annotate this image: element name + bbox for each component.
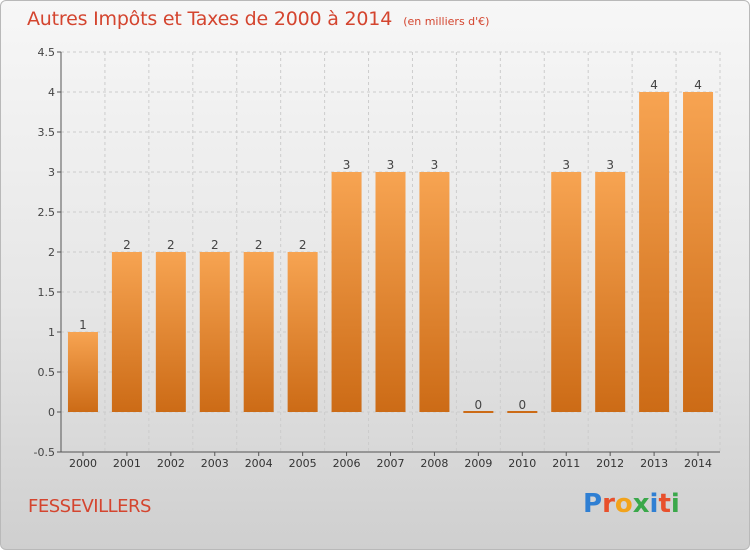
x-tick-label: 2009 bbox=[464, 457, 492, 470]
bar bbox=[287, 252, 318, 412]
x-tick-label: 2001 bbox=[113, 457, 141, 470]
data-label: 4 bbox=[694, 78, 702, 92]
data-label: 3 bbox=[387, 158, 395, 172]
x-tick-label: 2007 bbox=[377, 457, 405, 470]
data-label: 1 bbox=[79, 318, 87, 332]
bar bbox=[419, 172, 450, 412]
commune-name: FESSEVILLERS bbox=[28, 496, 151, 517]
x-tick-label: 2002 bbox=[157, 457, 185, 470]
chart-title-row: Autres Impôts et Taxes de 2000 à 2014 (e… bbox=[27, 8, 489, 30]
x-tick-label: 2014 bbox=[684, 457, 712, 470]
y-tick-label: 0.5 bbox=[38, 366, 56, 379]
data-label: 3 bbox=[606, 158, 614, 172]
logo-letter: r bbox=[602, 489, 615, 519]
logo-letter: t bbox=[658, 489, 671, 519]
x-tick-label: 2006 bbox=[333, 457, 361, 470]
bar bbox=[463, 411, 494, 413]
logo-letter: x bbox=[632, 489, 650, 519]
data-label: 2 bbox=[299, 238, 307, 252]
bar bbox=[375, 172, 406, 412]
data-label: 2 bbox=[123, 238, 131, 252]
data-label: 3 bbox=[562, 158, 570, 172]
x-tick-label: 2010 bbox=[508, 457, 536, 470]
x-tick-label: 2004 bbox=[245, 457, 273, 470]
data-label: 3 bbox=[431, 158, 439, 172]
bar bbox=[243, 252, 274, 412]
logo-letter: i bbox=[649, 489, 659, 519]
data-label: 2 bbox=[211, 238, 219, 252]
y-tick-label: 1 bbox=[48, 326, 55, 339]
chart-title: Autres Impôts et Taxes de 2000 à 2014 bbox=[27, 8, 393, 30]
chart-unit: (en milliers d'€) bbox=[403, 15, 490, 28]
y-tick-label: -0.5 bbox=[34, 446, 55, 459]
logo-letter: o bbox=[614, 489, 633, 519]
y-tick-label: 3.5 bbox=[38, 126, 56, 139]
data-label: 4 bbox=[650, 78, 658, 92]
data-label: 2 bbox=[255, 238, 263, 252]
bar bbox=[683, 92, 714, 412]
bar bbox=[111, 252, 142, 412]
x-tick-label: 2005 bbox=[289, 457, 317, 470]
data-label: 0 bbox=[518, 398, 526, 412]
x-tick-label: 2000 bbox=[69, 457, 97, 470]
bar bbox=[155, 252, 186, 412]
data-label: 0 bbox=[475, 398, 483, 412]
x-tick-label: 2013 bbox=[640, 457, 668, 470]
y-tick-label: 0 bbox=[48, 406, 55, 419]
bar bbox=[595, 172, 626, 412]
bar bbox=[507, 411, 538, 413]
bar bbox=[199, 252, 230, 412]
y-tick-label: 2.5 bbox=[38, 206, 56, 219]
bar bbox=[551, 172, 582, 412]
bar bbox=[331, 172, 362, 412]
bar bbox=[639, 92, 670, 412]
proxiti-logo[interactable]: Proxiti bbox=[583, 489, 680, 519]
x-tick-label: 2003 bbox=[201, 457, 229, 470]
y-tick-label: 1.5 bbox=[38, 286, 56, 299]
y-tick-label: 4.5 bbox=[38, 46, 56, 59]
y-tick-label: 4 bbox=[48, 86, 55, 99]
x-tick-label: 2012 bbox=[596, 457, 624, 470]
x-tick-label: 2008 bbox=[420, 457, 448, 470]
logo-letter: i bbox=[670, 489, 680, 519]
bar bbox=[67, 332, 98, 412]
data-label: 3 bbox=[343, 158, 351, 172]
logo-letter: P bbox=[583, 489, 603, 519]
data-label: 2 bbox=[167, 238, 175, 252]
y-tick-label: 3 bbox=[48, 166, 55, 179]
x-tick-label: 2011 bbox=[552, 457, 580, 470]
y-tick-label: 2 bbox=[48, 246, 55, 259]
